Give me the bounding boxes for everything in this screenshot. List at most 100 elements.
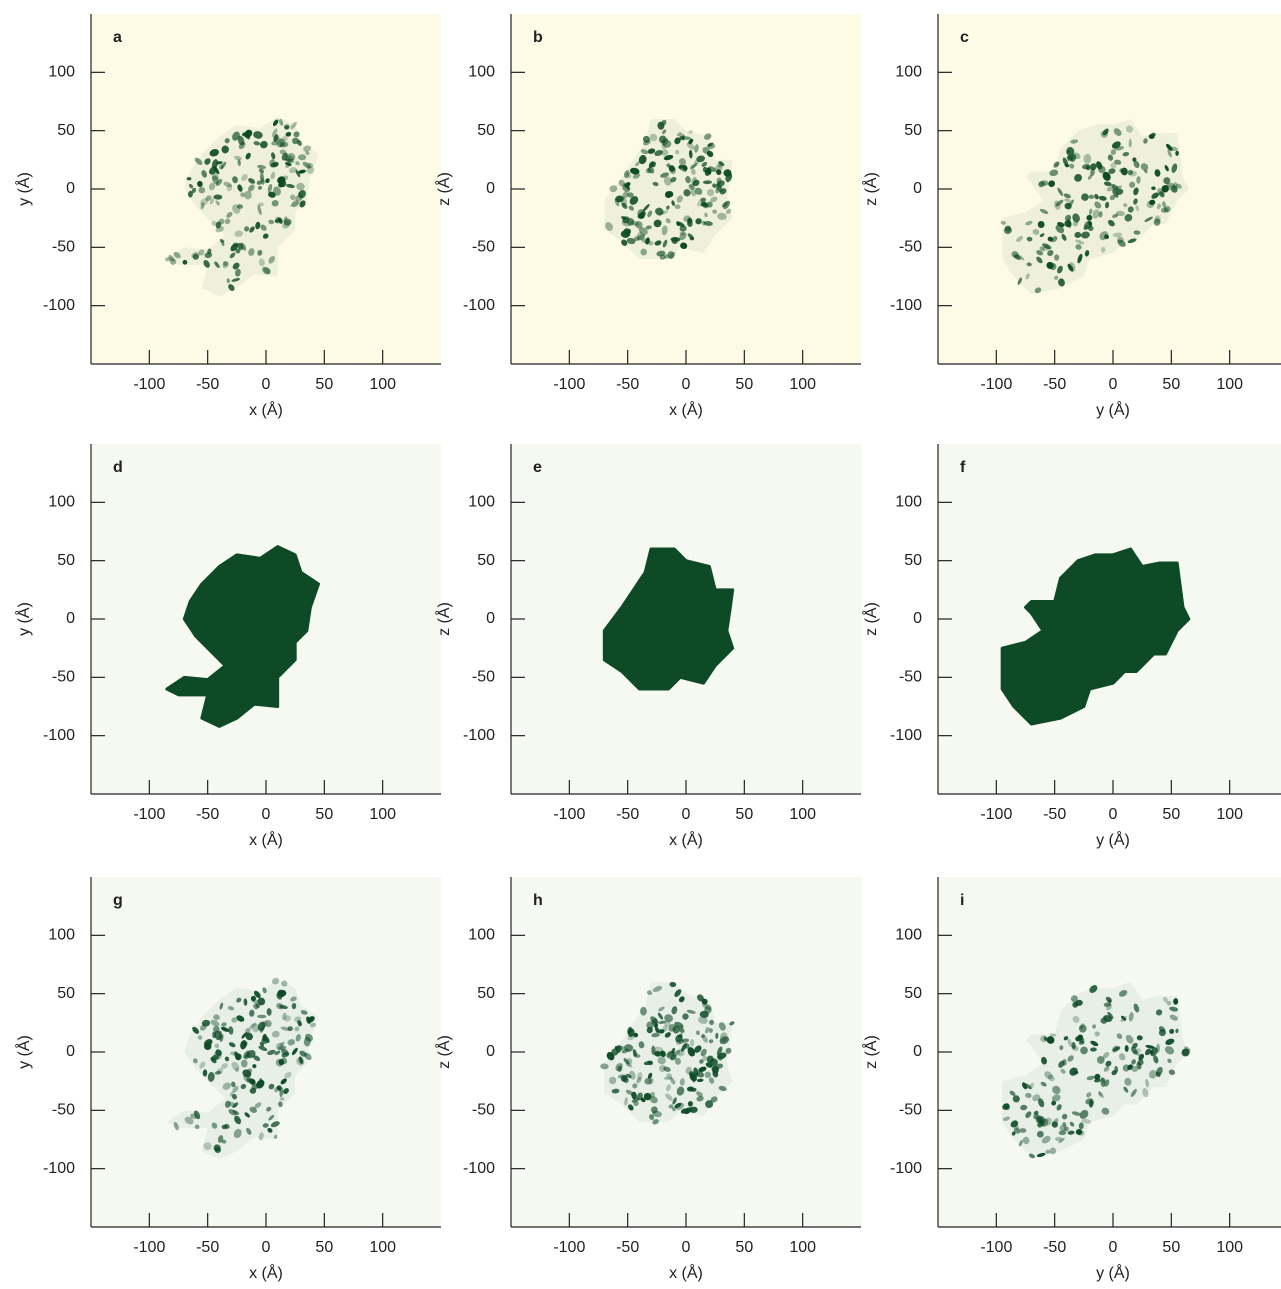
x-tick-label: -100 — [553, 376, 585, 393]
x-tick-label: 50 — [735, 376, 753, 393]
x-tick-label: 0 — [262, 1239, 271, 1256]
density-speckle — [241, 1060, 248, 1068]
y-tick-label: 100 — [48, 927, 75, 944]
density-speckle — [621, 1075, 628, 1082]
y-axis-label: z (Å) — [861, 172, 880, 206]
x-tick-label: -50 — [196, 376, 219, 393]
y-axis-label: z (Å) — [434, 1035, 453, 1069]
y-tick-label: -50 — [899, 669, 922, 686]
panel-label: h — [533, 892, 543, 909]
panel: -100-50050100-100-50050100gx (Å)y (Å) — [14, 877, 441, 1282]
panel-label: i — [960, 892, 964, 909]
panel: -100-50050100-100-50050100dx (Å)y (Å) — [14, 444, 441, 849]
panel-label: c — [960, 29, 969, 46]
figure: -100 -50 0 50 100 -100 -50 0 50 100 a x (Å) y (Å) -10… — [0, 0, 1281, 1289]
x-tick-label: -100 — [980, 806, 1012, 823]
y-tick-label: 100 — [895, 494, 922, 511]
x-axis-label: y (Å) — [1096, 830, 1130, 849]
x-axis-label: x (Å) — [249, 830, 283, 849]
x-axis-label: x (Å) — [669, 400, 703, 419]
x-tick-label: 100 — [789, 1239, 816, 1256]
y-tick-label: -100 — [890, 297, 922, 314]
y-tick-label: -100 — [463, 297, 495, 314]
y-tick-label: 0 — [913, 610, 922, 627]
y-axis-label: z (Å) — [434, 602, 453, 636]
x-tick-label: -50 — [196, 806, 219, 823]
x-tick-label: 50 — [1162, 1239, 1180, 1256]
panel: -100-50050100-100-50050100hx (Å)z (Å) — [434, 877, 861, 1282]
x-tick-label: 100 — [369, 1239, 396, 1256]
y-tick-label: 50 — [57, 122, 75, 139]
x-tick-label: 100 — [789, 376, 816, 393]
y-tick-label: -50 — [472, 669, 495, 686]
y-tick-label: 50 — [904, 552, 922, 569]
x-tick-label: -50 — [1043, 376, 1066, 393]
y-tick-label: 0 — [486, 610, 495, 627]
x-axis-label: x (Å) — [669, 1263, 703, 1282]
panel-label: e — [533, 459, 542, 476]
y-tick-label: -50 — [52, 1102, 75, 1119]
panel: -100-50050100-100-50050100ax (Å)y (Å) — [14, 14, 441, 419]
y-tick-label: 100 — [48, 64, 75, 81]
panel: -100-50050100-100-50050100bx (Å)z (Å) — [434, 14, 861, 419]
x-tick-label: 0 — [262, 376, 271, 393]
x-tick-label: -100 — [980, 1239, 1012, 1256]
x-tick-label: -100 — [133, 806, 165, 823]
x-tick-label: -100 — [553, 1239, 585, 1256]
x-axis-label: x (Å) — [669, 830, 703, 849]
x-tick-label: -100 — [553, 806, 585, 823]
y-tick-label: 100 — [48, 494, 75, 511]
x-tick-label: 50 — [315, 1239, 333, 1256]
y-tick-label: 50 — [57, 552, 75, 569]
x-tick-label: 100 — [1216, 1239, 1243, 1256]
x-tick-label: -50 — [616, 376, 639, 393]
x-tick-label: 0 — [1109, 376, 1118, 393]
panel-label: f — [960, 459, 966, 476]
y-tick-label: 50 — [904, 985, 922, 1002]
y-tick-label: -50 — [52, 239, 75, 256]
x-axis-label: x (Å) — [249, 1263, 283, 1282]
density-speckle — [287, 1026, 293, 1031]
x-tick-label: 50 — [735, 1239, 753, 1256]
x-tick-label: -50 — [196, 1239, 219, 1256]
y-tick-label: -100 — [43, 727, 75, 744]
x-tick-label: -100 — [980, 376, 1012, 393]
x-axis-label: x (Å) — [249, 400, 283, 419]
x-tick-label: 50 — [1162, 806, 1180, 823]
y-tick-label: -50 — [899, 1102, 922, 1119]
panel: -100-50050100-100-50050100iy (Å)z (Å) — [861, 877, 1281, 1282]
x-tick-label: 50 — [735, 806, 753, 823]
y-tick-label: -50 — [472, 1102, 495, 1119]
panel-label: d — [113, 459, 123, 476]
y-axis-label: y (Å) — [14, 172, 33, 206]
y-tick-label: 50 — [477, 985, 495, 1002]
y-tick-label: 50 — [57, 985, 75, 1002]
y-axis-label: y (Å) — [14, 1035, 33, 1069]
x-tick-label: -50 — [1043, 806, 1066, 823]
density-speckle — [187, 177, 192, 180]
x-tick-label: -50 — [616, 806, 639, 823]
y-tick-label: 100 — [895, 927, 922, 944]
y-tick-label: -50 — [52, 669, 75, 686]
x-tick-label: -50 — [616, 1239, 639, 1256]
y-tick-label: 0 — [913, 180, 922, 197]
y-tick-label: 100 — [468, 927, 495, 944]
x-axis-label: y (Å) — [1096, 400, 1130, 419]
x-tick-label: 0 — [682, 1239, 691, 1256]
y-tick-label: -100 — [43, 297, 75, 314]
x-tick-label: 0 — [262, 806, 271, 823]
x-tick-label: 0 — [1109, 806, 1118, 823]
y-tick-label: 0 — [486, 1043, 495, 1060]
y-tick-label: -100 — [890, 727, 922, 744]
y-tick-label: 0 — [913, 1043, 922, 1060]
x-tick-label: 0 — [682, 376, 691, 393]
panel: -100-50050100-100-50050100ex (Å)z (Å) — [434, 444, 861, 849]
x-tick-label: 0 — [1109, 1239, 1118, 1256]
x-tick-label: 50 — [1162, 376, 1180, 393]
x-tick-label: 100 — [789, 806, 816, 823]
y-tick-label: -100 — [890, 1160, 922, 1177]
y-tick-label: 100 — [468, 64, 495, 81]
y-tick-label: -100 — [43, 1160, 75, 1177]
panel-label: a — [113, 29, 122, 46]
